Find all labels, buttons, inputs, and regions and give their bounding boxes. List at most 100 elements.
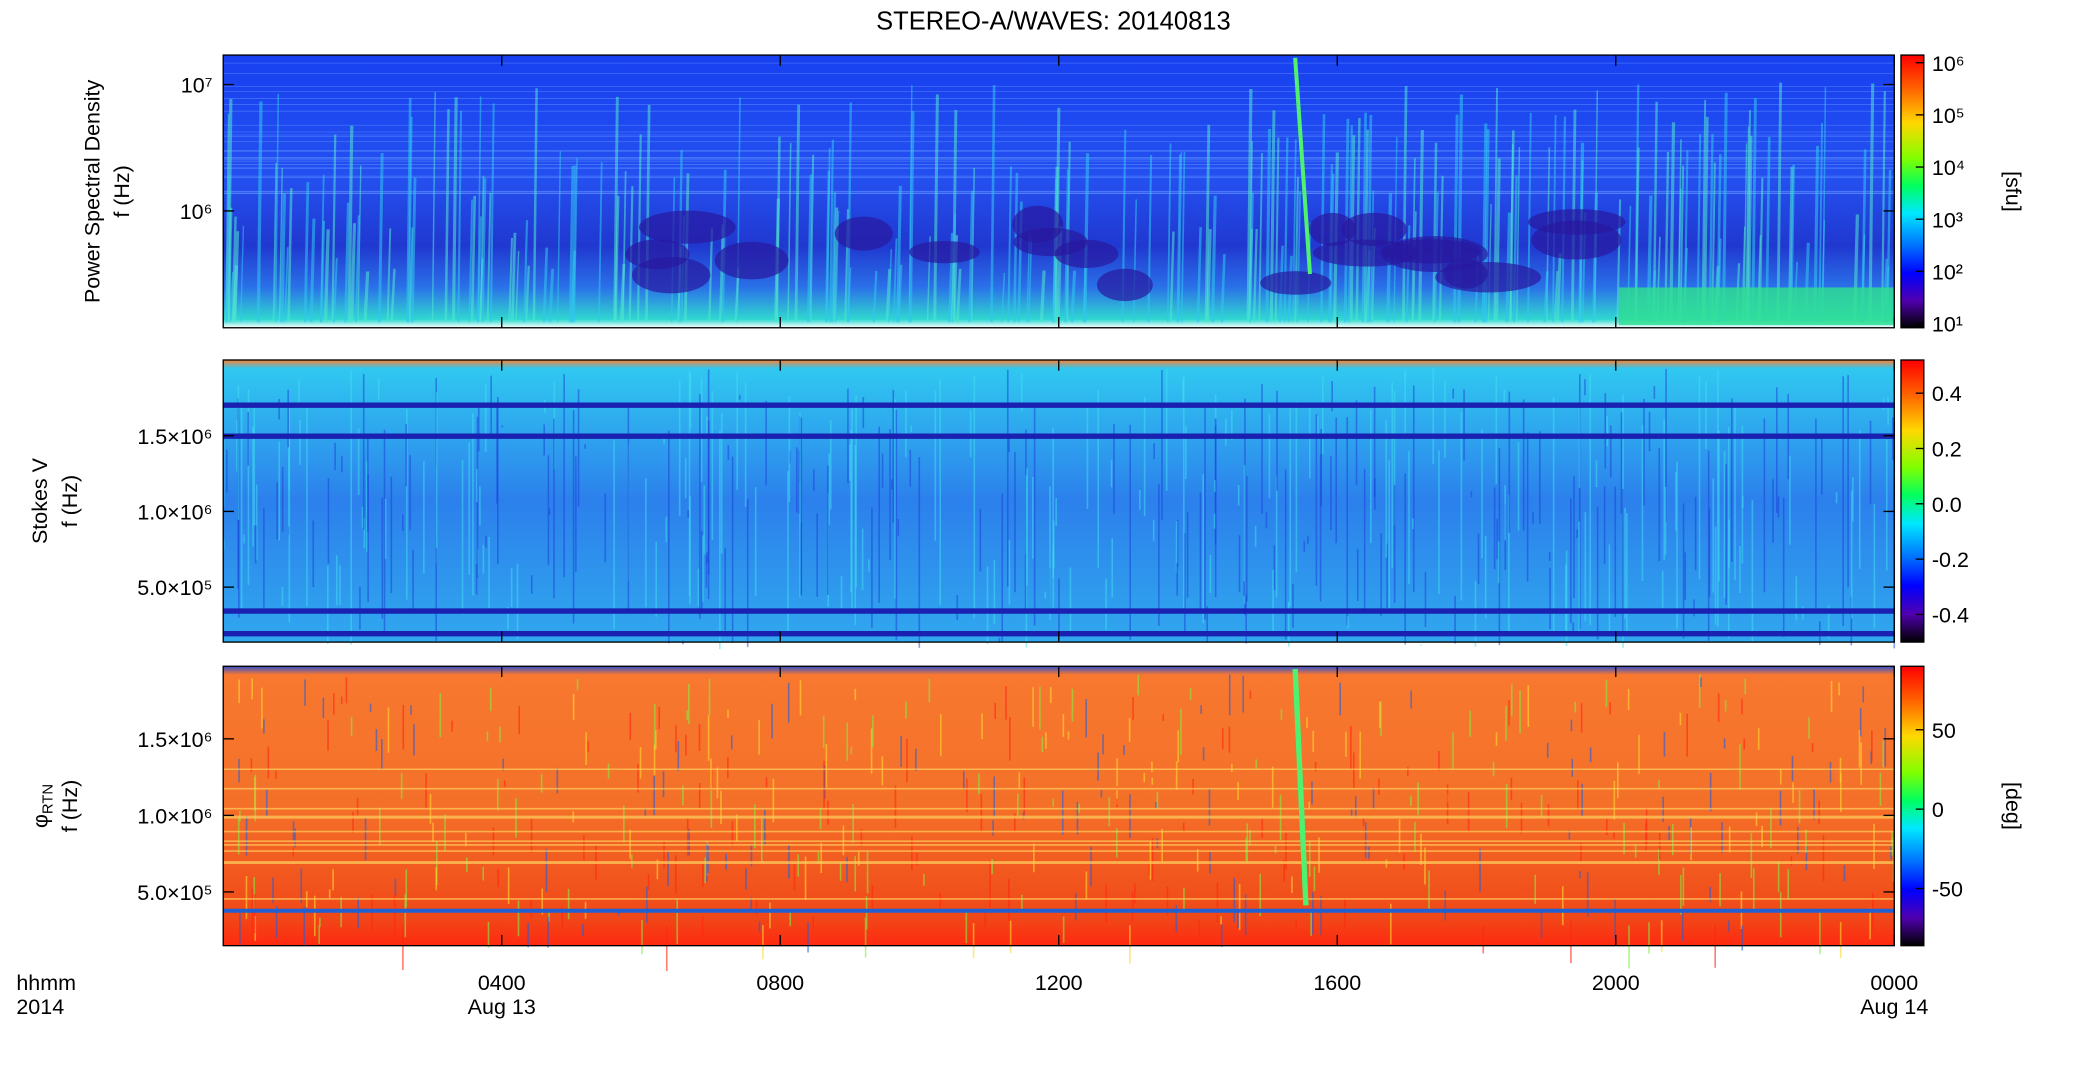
texture-streak xyxy=(363,271,370,323)
texture-blob xyxy=(714,241,789,280)
year-label: 2014 xyxy=(16,995,64,1019)
texture-streak xyxy=(479,175,485,323)
texture-streak xyxy=(824,170,831,323)
colorbar-tick-label: 10⁴ xyxy=(1932,156,1965,180)
y-axis-label: f (Hz) xyxy=(58,780,82,833)
texture-streak xyxy=(831,192,837,323)
colorbar-tick-label: -0.2 xyxy=(1932,548,1969,572)
texture-streak xyxy=(350,223,357,323)
colorbar-tick-label: 0.4 xyxy=(1932,382,1962,406)
texture-streak xyxy=(1701,99,1707,323)
texture-streak xyxy=(568,165,574,323)
texture-streak xyxy=(556,151,562,323)
colorbar-tick-label: 10² xyxy=(1932,260,1963,284)
x-date-label: Aug 14 xyxy=(1860,995,1928,1019)
y-axis-label: f (Hz) xyxy=(58,475,82,528)
texture-streak xyxy=(885,269,892,323)
texture-streak xyxy=(613,96,619,323)
texture-streak xyxy=(908,85,913,323)
texture-streak xyxy=(1296,191,1301,323)
texture-streak xyxy=(489,103,495,323)
texture-streak xyxy=(347,125,354,323)
texture-streak xyxy=(1070,270,1077,323)
texture-streak xyxy=(431,92,436,323)
texture-blob xyxy=(908,240,980,264)
texture-streak xyxy=(240,225,245,323)
texture-streak xyxy=(256,101,263,323)
texture-blob xyxy=(1380,239,1481,264)
colorbar-label: [sfu] xyxy=(2001,171,2025,212)
texture-streak xyxy=(872,270,878,323)
texture-streak xyxy=(897,264,903,323)
texture-streak xyxy=(908,111,915,323)
texture-streak xyxy=(832,207,839,323)
texture-streak xyxy=(323,229,330,323)
texture-streak xyxy=(1252,229,1258,323)
texture-streak xyxy=(775,136,781,323)
colorbar-tick-label: 10³ xyxy=(1932,208,1963,232)
texture-streak xyxy=(806,174,813,323)
texture-streak xyxy=(410,177,417,323)
texture-streak xyxy=(1294,177,1299,323)
texture-band xyxy=(1618,287,1895,326)
texture-streak xyxy=(524,265,530,323)
texture-streak xyxy=(232,265,239,323)
texture-streak xyxy=(1516,146,1521,323)
texture-streak xyxy=(1000,272,1006,323)
texture-streak xyxy=(970,167,976,323)
y-axis-label: Power Spectral Density xyxy=(81,80,105,304)
texture-streak xyxy=(573,158,578,323)
texture-streak xyxy=(683,173,690,323)
texture-streak xyxy=(377,153,384,323)
texture-streak xyxy=(1494,158,1501,323)
y-axis-label: Stokes V xyxy=(28,457,52,544)
texture-streak xyxy=(794,104,801,323)
texture-streak xyxy=(481,178,487,323)
texture-streak xyxy=(548,268,555,323)
texture-blob xyxy=(1309,212,1356,246)
texture-streak xyxy=(1418,129,1424,323)
texture-streak xyxy=(274,93,280,323)
texture-streak xyxy=(990,85,996,323)
texture-streak xyxy=(846,102,852,323)
texture-streak xyxy=(280,193,287,323)
colorbar-tick-label: 0.0 xyxy=(1932,493,1962,517)
texture-blob xyxy=(1096,268,1153,302)
texture-streak xyxy=(1746,110,1751,323)
texture-streak xyxy=(386,228,392,323)
texture-streak xyxy=(1512,175,1518,323)
texture-streak xyxy=(331,134,337,323)
colorbar-tick-label: 50 xyxy=(1932,719,1956,743)
colorbar-tick-label: -0.4 xyxy=(1932,603,1969,627)
texture-streak xyxy=(1039,270,1046,323)
colorbar-tick-label: 0 xyxy=(1932,798,1944,822)
texture-streak xyxy=(227,207,233,323)
texture-streak xyxy=(1180,151,1186,323)
texture-streak xyxy=(1249,192,1254,323)
texture-streak xyxy=(718,224,725,323)
texture-streak xyxy=(1177,152,1183,323)
x-tick-label: 1600 xyxy=(1313,971,1361,995)
y-axis-label: f (Hz) xyxy=(110,165,134,218)
spectrogram-background xyxy=(223,666,1895,946)
texture-streak xyxy=(457,110,463,323)
spectrogram-texture xyxy=(223,666,1895,971)
texture-streak xyxy=(468,199,474,323)
texture-streak xyxy=(1868,83,1875,323)
texture-streak xyxy=(1169,231,1175,323)
y-axis-label-subscript: RTN xyxy=(41,784,57,814)
y-axis-label: φRTN xyxy=(28,784,56,828)
texture-streak xyxy=(1265,128,1272,323)
texture-streak xyxy=(354,215,360,323)
texture-streak xyxy=(486,192,492,323)
texture-streak xyxy=(708,228,714,323)
texture-streak xyxy=(532,88,538,323)
texture-streak xyxy=(1210,195,1217,323)
texture-streak xyxy=(272,162,278,323)
x-tick-label: 0000 xyxy=(1870,971,1918,995)
texture-streak xyxy=(721,169,727,323)
texture-blob xyxy=(638,210,736,244)
texture-streak xyxy=(1166,143,1172,323)
